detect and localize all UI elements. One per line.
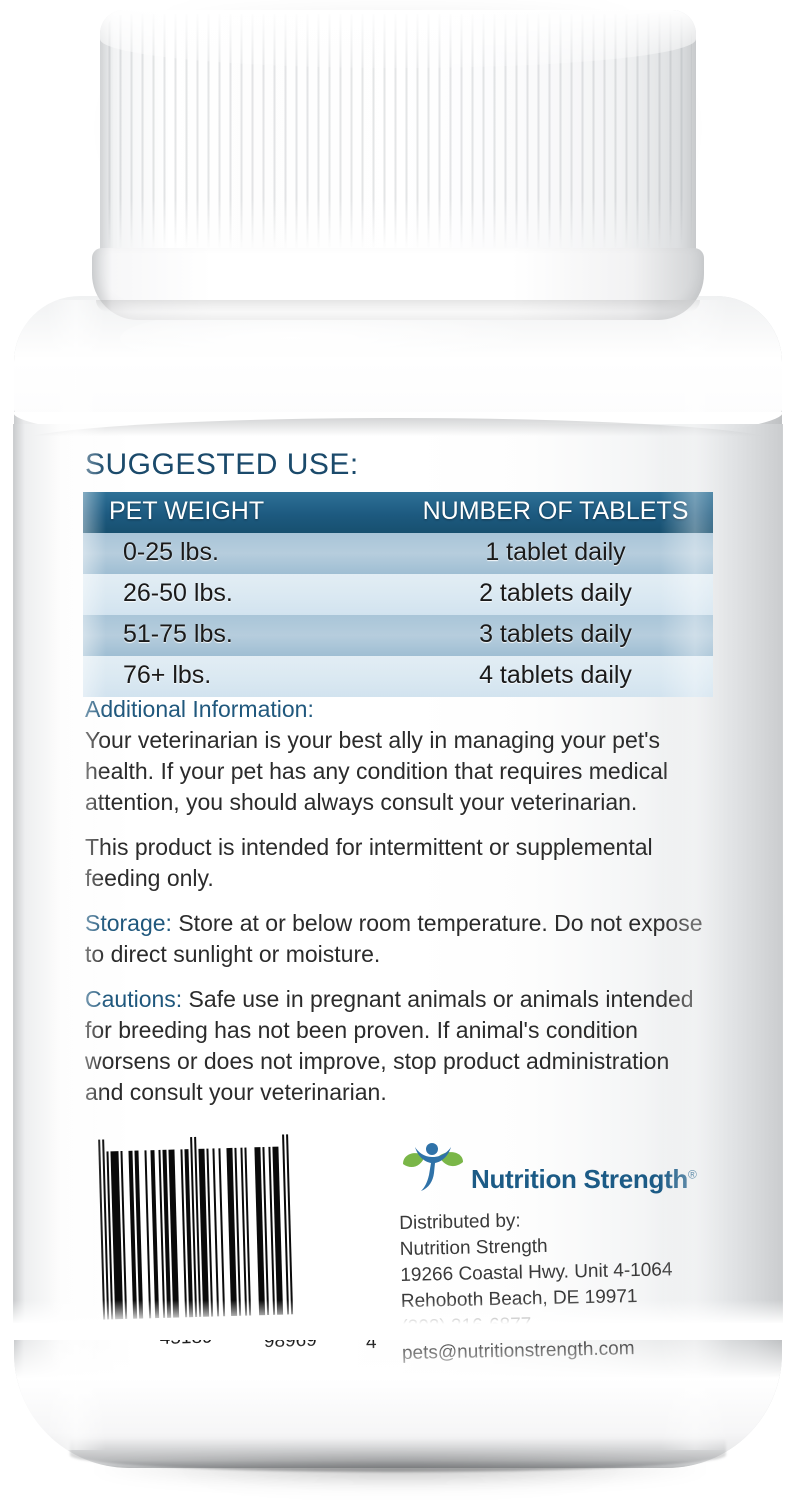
cell-pet-weight: 0-25 lbs. [83, 533, 398, 574]
registered-trademark-mark: ® [688, 1167, 697, 1182]
cautions-paragraph: Cautions: Safe use in pregnant animals o… [85, 984, 713, 1108]
bottle-bottom-rim [70, 1438, 726, 1472]
bottle-ground-shadow [90, 1452, 710, 1486]
additional-information-paragraph-1: Your veterinarian is your best ally in m… [85, 727, 669, 815]
product-label: SUGGESTED USE: PET WEIGHT NUMBER OF TABL… [13, 424, 783, 1364]
barcode-bars [98, 1132, 363, 1320]
nutrition-strength-logo-icon [399, 1142, 467, 1197]
table-header-row: PET WEIGHT NUMBER OF TABLETS [83, 492, 713, 533]
additional-information-heading: Additional Information: [85, 696, 314, 722]
column-header-pet-weight: PET WEIGHT [83, 492, 398, 533]
cap-highlight [100, 10, 696, 68]
storage-label: Storage: [85, 910, 172, 936]
label-body-copy: Additional Information: Your veterinaria… [85, 694, 713, 1122]
label-bottom-fade [13, 1300, 783, 1340]
table-row: 76+ lbs. 4 tablets daily [83, 656, 713, 697]
cell-number-of-tablets: 2 tablets daily [398, 574, 713, 615]
bottle-bottom [14, 1340, 782, 1468]
additional-information-paragraph-2: This product is intended for intermitten… [85, 834, 653, 891]
storage-text: Store at or below room temperature. Do n… [85, 910, 703, 967]
cautions-label: Cautions: [85, 986, 183, 1012]
cautions-text: Safe use in pregnant animals or animals … [85, 986, 694, 1105]
dosage-table: PET WEIGHT NUMBER OF TABLETS 0-25 lbs. 1… [83, 492, 713, 697]
table-row: 51-75 lbs. 3 tablets daily [83, 615, 713, 656]
brand-name: Nutrition Strength® [471, 1164, 697, 1195]
cell-number-of-tablets: 4 tablets daily [398, 656, 713, 697]
cap-lip [92, 248, 704, 320]
cell-number-of-tablets: 3 tablets daily [398, 615, 713, 656]
table-row: 0-25 lbs. 1 tablet daily [83, 533, 713, 574]
column-header-number-of-tablets: NUMBER OF TABLETS [398, 492, 713, 533]
cell-number-of-tablets: 1 tablet daily [398, 533, 713, 574]
cell-pet-weight: 76+ lbs. [83, 656, 398, 697]
cap-lip-shadow [96, 300, 700, 312]
cell-pet-weight: 51-75 lbs. [83, 615, 398, 656]
brand-block: Nutrition Strength® Distributed by: Nutr… [399, 1142, 699, 1367]
brand-name-text: Nutrition Strength [471, 1164, 689, 1194]
table-row: 26-50 lbs. 2 tablets daily [83, 574, 713, 615]
storage-paragraph: Storage: Store at or below room temperat… [85, 908, 713, 970]
suggested-use-heading: SUGGESTED USE: [85, 448, 359, 481]
cell-pet-weight: 26-50 lbs. [83, 574, 398, 615]
